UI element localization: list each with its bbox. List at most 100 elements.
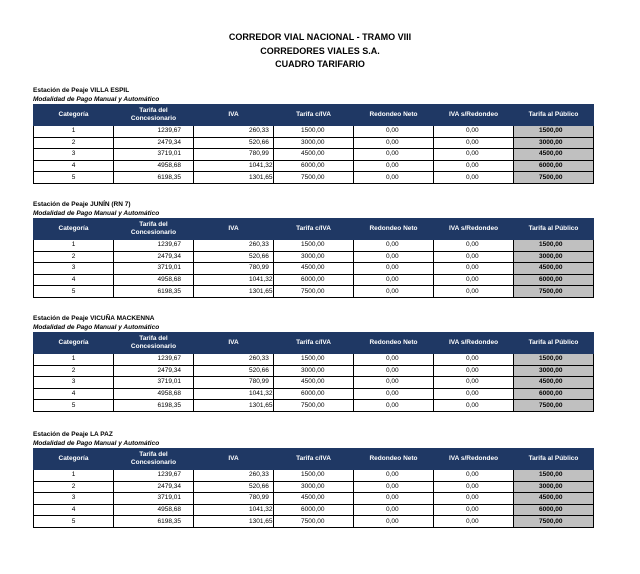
table-cell: 1239,67 [113,239,194,252]
table-cell: 1500,00 [513,353,594,366]
column-header: Tarifa c/IVA [273,448,354,470]
table-cell: 6000,00 [513,503,594,517]
table-cell: 3000,00 [273,364,354,378]
table-cell: 0,00 [433,492,514,505]
table-cell: 520,66 [193,250,274,264]
table-cell: 260,33 [193,353,274,366]
table-cell: 4500,00 [273,148,354,161]
table-cell: 260,33 [193,239,274,252]
table-cell: 4 [33,159,114,173]
table-cell: 1239,67 [113,353,194,366]
section: Estación de Peaje JUNÍN (RN 7) Modalidad … [33,200,594,298]
table-row: 2 2479,34 520,66 3000,00 0,00 0,00 3000,00 [33,364,594,378]
table-cell: 2 [33,136,114,150]
column-header: Redondeo Neto [353,218,434,240]
table-cell: 3 [33,262,114,275]
table-cell: 3000,00 [513,364,594,378]
column-header: IVA [193,218,274,240]
table-cell: 1 [33,239,114,252]
table-cell: 2479,34 [113,480,194,494]
table-cell: 6198,35 [113,515,194,528]
table-cell: 1500,00 [273,125,354,138]
table-cell: 1500,00 [273,353,354,366]
table-cell: 0,00 [433,387,514,401]
table-cell: 1041,32 [193,159,274,173]
table-cell: 0,00 [353,353,434,366]
table-cell: 0,00 [433,148,514,161]
table-cell: 0,00 [353,364,434,378]
table-row: 1 1239,67 260,33 1500,00 0,00 0,00 1500,00 [33,469,594,482]
table-cell: 7500,00 [273,399,354,412]
column-header: Tarifa c/IVA [273,218,354,240]
table-cell: 3719,01 [113,262,194,275]
table-cell: 6000,00 [273,387,354,401]
table-row: 2 2479,34 520,66 3000,00 0,00 0,00 3000,00 [33,480,594,494]
table-cell: 0,00 [433,273,514,287]
table-cell: 0,00 [353,469,434,482]
table-cell: 4500,00 [513,262,594,275]
table-cell: 4500,00 [513,492,594,505]
tariff-table: Categoría Tarifa del Concesionario IVA Tari… [33,218,594,298]
table-cell: 0,00 [433,171,514,184]
table-cell: 0,00 [433,262,514,275]
payment-modality: Modalidad de Pago Manual y Automático [33,210,160,217]
column-header: Categoría [33,218,114,240]
title-line: CORREDORES VIALES S.A. [260,45,380,56]
table-cell: 6000,00 [513,387,594,401]
table-cell: 4 [33,387,114,401]
column-header: Redondeo Neto [353,332,434,354]
table-cell: 5 [33,171,114,184]
table-row: 1 1239,67 260,33 1500,00 0,00 0,00 1500,00 [33,239,594,252]
table-cell: 3000,00 [513,480,594,494]
table-cell: 0,00 [433,480,514,494]
table-cell: 1 [33,469,114,482]
table-cell: 0,00 [433,376,514,389]
table-cell: 3000,00 [513,136,594,150]
table-cell: 7500,00 [513,399,594,412]
column-header: Categoría [33,104,114,126]
header-row: Categoría Tarifa del Concesionario IVA Tari… [33,332,594,354]
table-cell: 2479,34 [113,136,194,150]
table-cell: 4 [33,503,114,517]
column-header: Categoría [33,332,114,354]
table-cell: 0,00 [433,239,514,252]
table-cell: 7500,00 [513,285,594,298]
column-header: Tarifa al Público [513,218,594,240]
table-cell: 4958,68 [113,159,194,173]
table-row: 5 6198,35 1301,65 7500,00 0,00 0,00 7500,00 [33,399,594,412]
table-cell: 6000,00 [273,273,354,287]
table-cell: 780,99 [193,376,274,389]
table-cell: 1 [33,125,114,138]
table-cell: 0,00 [433,285,514,298]
table-cell: 0,00 [353,387,434,401]
column-header: IVA s/Redondeo [433,104,514,126]
payment-modality: Modalidad de Pago Manual y Automático [33,96,160,103]
table-cell: 0,00 [433,125,514,138]
table-cell: 3000,00 [273,250,354,264]
table-cell: 1239,67 [113,469,194,482]
column-header: IVA s/Redondeo [433,332,514,354]
table-cell: 0,00 [353,492,434,505]
table-cell: 0,00 [433,469,514,482]
column-header: Tarifa del Concesionario [113,104,194,126]
table-cell: 260,33 [193,125,274,138]
table-cell: 1500,00 [513,125,594,138]
table-cell: 5 [33,285,114,298]
table-cell: 4500,00 [273,262,354,275]
table-cell: 0,00 [353,239,434,252]
table-cell: 6000,00 [513,273,594,287]
table-cell: 520,66 [193,364,274,378]
table-cell: 0,00 [353,503,434,517]
column-header: Tarifa c/IVA [273,332,354,354]
table-cell: 2479,34 [113,364,194,378]
table-cell: 1500,00 [513,469,594,482]
table-cell: 3 [33,148,114,161]
station-name: Estación de Peaje VICUÑA MACKENNA [33,315,155,322]
table-cell: 6000,00 [513,159,594,173]
column-header: Tarifa del Concesionario [113,448,194,470]
table-cell: 1239,67 [113,125,194,138]
table-cell: 780,99 [193,492,274,505]
table-cell: 1 [33,353,114,366]
table-row: 3 3719,01 780,99 4500,00 0,00 0,00 4500,00 [33,376,594,389]
